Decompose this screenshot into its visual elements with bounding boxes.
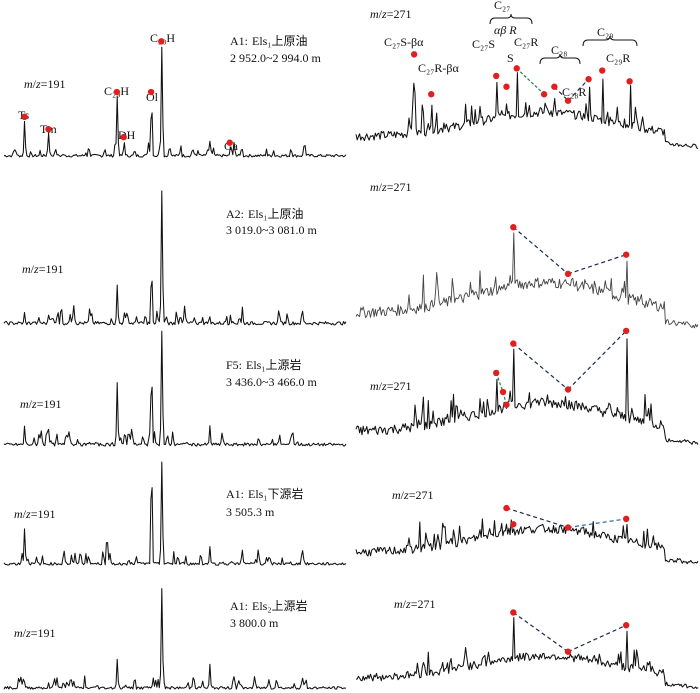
sample-label-r4: A1: Els₁下源岩 — [226, 486, 304, 501]
mz-label-r3-right: m/z=271 — [370, 379, 411, 393]
mz-label-r4-right: m/z=271 — [392, 488, 433, 502]
peak-marker-m271-A1-Els1s-oil-0 — [410, 51, 418, 58]
peak-marker-m271-A1-Els1x-source-1 — [510, 521, 517, 528]
peak-label-DH: DH — [118, 128, 136, 142]
peak-label-C27R-ba: C₂₇R-βα — [418, 61, 459, 75]
peak-marker-m191-A1-Els1s-oil-3 — [120, 133, 127, 141]
peak-marker-m271-A1-Els1x-source-3 — [622, 515, 630, 523]
trace-m191-F5-Els1s-source — [3, 330, 347, 447]
peak-marker-m271-A1-Els1s-oil-5 — [540, 91, 548, 98]
trace-m271-A1-Els1x-source — [355, 518, 699, 565]
peak-marker-m191-A1-Els1s-oil-1 — [45, 126, 52, 133]
peak-marker-m271-A1-Els1x-source-0 — [503, 504, 510, 512]
peak-marker-m271-F5-Els1s-source-4 — [564, 386, 572, 393]
peak-marker-m271-F5-Els1s-source-2 — [503, 401, 510, 408]
depth-label-r2: 3 019.0~3 081.0 m — [226, 223, 317, 237]
peak-marker-m271-F5-Els1s-source-0 — [493, 369, 500, 377]
peak-marker-m271-A1-Els1s-oil-8 — [585, 75, 592, 83]
mz-label-r5-right: m/z=271 — [394, 597, 435, 611]
sample-label-r3: F5: Els₁上源岩 — [226, 357, 302, 372]
dashed-link-m271-F5-Els1s-source-0-1 — [495, 372, 504, 393]
peak-marker-m271-A1-Els2s-source-2 — [622, 622, 630, 629]
peak-marker-m271-A1-Els1s-oil-2 — [493, 72, 500, 80]
mz-label-r2-left: m/z=191 — [22, 262, 63, 276]
depth-label-r3: 3 436.0~3 466.0 m — [226, 375, 317, 389]
mz-label-r2-right: m/z=271 — [370, 180, 411, 194]
sample-label-r1: A1: Els₁上原油 — [230, 34, 308, 48]
trace-m271-A1-Els2s-source — [355, 617, 699, 689]
peak-marker-m271-F5-Els1s-source-3 — [510, 340, 517, 347]
dashed-link-m271-A2-Els1s-oil-0-1 — [512, 226, 569, 275]
mz-label-r4-left: m/z=191 — [14, 507, 55, 521]
brace-C29 — [582, 35, 638, 47]
mz-label-r1-left: m/z=191 — [24, 77, 65, 91]
peak-marker-m271-A1-Els1s-oil-6 — [551, 83, 558, 90]
peak-label-C29: C₂₉ — [597, 25, 613, 39]
markers-layer — [21, 38, 633, 655]
peak-label-abR: αβ R — [494, 23, 517, 37]
peak-marker-m271-F5-Els1s-source-5 — [622, 327, 630, 335]
mz-label-r3-left: m/z=191 — [20, 397, 61, 411]
sample-label-r2: A2: Els₁上原油 — [226, 207, 304, 221]
peak-marker-m271-A2-Els1s-oil-2 — [622, 251, 630, 258]
depth-label-r1: 2 952.0~2 994.0 m — [230, 51, 321, 65]
trace-m191-A1-Els1x-source — [3, 461, 347, 566]
peak-marker-m191-A1-Els1s-oil-0 — [21, 113, 28, 121]
peak-marker-m191-A1-Els1s-oil-6 — [226, 139, 233, 146]
peak-marker-m271-A1-Els1x-source-2 — [564, 524, 572, 531]
peak-marker-m271-A1-Els1s-oil-10 — [626, 78, 633, 85]
peak-marker-m271-A1-Els1s-oil-4 — [513, 65, 520, 72]
trace-m271-A2-Els1s-oil — [355, 232, 699, 329]
mz-label-r5-left: m/z=191 — [14, 626, 55, 640]
dashed-link-m271-F5-Els1s-source-3-4 — [512, 343, 569, 390]
peak-marker-m191-A1-Els1s-oil-4 — [147, 88, 155, 96]
peak-marker-m271-F5-Els1s-source-1 — [499, 388, 507, 396]
peak-marker-m271-A1-Els1s-oil-7 — [564, 97, 572, 104]
trace-m191-A2-Els1s-oil — [3, 190, 347, 326]
sample-label-r5: A1: Els₂上源岩 — [230, 598, 308, 613]
dashed-link-m271-A2-Els1s-oil-1-2 — [567, 254, 627, 275]
peak-label-C29R: C₂₉R — [606, 51, 630, 65]
trace-m191-A1-Els2s-source — [3, 588, 347, 690]
peak-marker-m191-A1-Els1s-oil-2 — [113, 88, 121, 96]
peak-marker-m271-A1-Els1s-oil-3 — [503, 83, 510, 90]
trace-m271-A1-Els1s-oil — [355, 72, 699, 150]
dashed-link-m271-A1-Els1s-oil-7-8 — [567, 78, 589, 102]
peak-label-C28R: C₂₈R — [562, 85, 586, 99]
dashed-link-m271-A1-Els1s-oil-6-7 — [553, 86, 569, 102]
traces-layer — [3, 46, 699, 690]
brace-C28 — [539, 53, 581, 65]
peak-marker-m271-A1-Els1s-oil-9 — [599, 67, 606, 74]
depth-label-r4: 3 505.3 m — [226, 505, 275, 519]
dashed-link-m271-A1-Els1x-source-2-3 — [567, 518, 627, 529]
peak-marker-m271-A1-Els2s-source-0 — [510, 609, 517, 616]
peak-label-S: S — [507, 51, 514, 65]
peak-marker-m271-A2-Els1s-oil-0 — [510, 224, 517, 231]
trace-m271-F5-Els1s-source — [355, 338, 699, 445]
mz-label-r1-right: m/z=271 — [370, 7, 411, 21]
peak-marker-m271-A1-Els2s-source-1 — [564, 648, 572, 655]
dashed-link-m271-F5-Els1s-source-4-5 — [567, 330, 627, 390]
dashed-link-m271-A1-Els1s-oil-4-5 — [516, 67, 545, 95]
dashed-link-m271-A1-Els2s-source-0-1 — [512, 612, 569, 653]
trace-m191-A1-Els1s-oil — [3, 46, 347, 158]
peak-label-C27S-ba: C₂₇S-βα — [384, 35, 424, 49]
peak-label-C27S: C₂₇S — [472, 37, 495, 51]
peak-marker-m271-A1-Els1s-oil-1 — [428, 91, 435, 98]
peak-marker-m191-A1-Els1s-oil-5 — [158, 38, 165, 45]
peak-label-C30H: C₃₀H — [150, 31, 175, 45]
peak-label-C27-group: C₂₇ — [494, 0, 510, 12]
peak-marker-m271-A2-Els1s-oil-1 — [564, 270, 572, 278]
depth-label-r5: 3 800.0 m — [230, 616, 279, 630]
dashed-link-m271-A1-Els2s-source-1-2 — [567, 624, 627, 653]
peak-label-C28: C₂₈ — [551, 43, 567, 57]
peak-label-C27R: C₂₇R — [514, 35, 538, 49]
dashed-link-m271-A1-Els1x-source-0-2 — [506, 507, 569, 529]
brace-C27 — [489, 13, 533, 25]
